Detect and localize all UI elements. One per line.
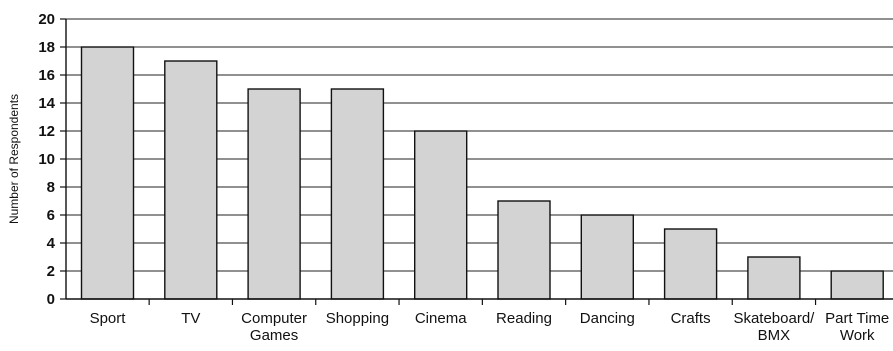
x-tick-label-line: Skateboard/ <box>733 310 815 327</box>
y-tick-label: 6 <box>47 207 55 224</box>
x-tick-label-9: Part Time Work <box>825 310 889 344</box>
y-tick-label: 16 <box>38 67 55 84</box>
x-tick-label-line: Reading <box>496 310 552 327</box>
x-tick-label-0: Sport <box>90 310 127 327</box>
y-tick-label: 0 <box>47 291 55 308</box>
x-tick-label-line: Part Time <box>825 310 889 327</box>
x-tick-label-line: TV <box>181 310 200 327</box>
bar-2 <box>247 88 301 300</box>
y-tick-label: 20 <box>38 11 55 28</box>
y-tick-label: 18 <box>38 39 55 56</box>
x-tick-label-6: Dancing <box>580 310 635 327</box>
x-tick-label-line: Sport <box>90 310 127 327</box>
x-tick-label-2: Computer Games <box>241 310 307 344</box>
x-tick-label-4: Cinema <box>415 310 467 327</box>
y-tick-labels: 0 2 4 6 8 10 12 14 16 18 20 <box>38 11 55 308</box>
bar-5 <box>497 200 551 300</box>
bar-1 <box>164 60 218 300</box>
bar-0 <box>80 46 135 300</box>
x-tick-label-3: Shopping <box>326 310 389 327</box>
x-tick-label-5: Reading <box>496 310 552 327</box>
bar-8 <box>747 256 801 300</box>
y-tick-label: 12 <box>38 123 55 140</box>
bar-3 <box>330 88 385 300</box>
x-tick-label-line: Computer <box>241 310 307 327</box>
x-tick-label-8: Skateboard/BMX <box>733 310 815 344</box>
bar-7 <box>663 228 718 300</box>
y-tick-label: 4 <box>47 235 56 252</box>
x-tick-label-line: Crafts <box>671 310 711 327</box>
y-tick-label: 14 <box>38 95 55 112</box>
x-tick-label-7: Crafts <box>671 310 711 327</box>
bars <box>80 46 884 300</box>
y-tick-label: 8 <box>47 179 55 196</box>
bar-6 <box>580 214 634 300</box>
x-tick-label-line: Games <box>250 327 298 344</box>
bar-9 <box>830 270 884 300</box>
x-tick-labels: Sport TV Computer Games Shopping Cinema Readin… <box>90 310 890 344</box>
x-tick-label-line: Dancing <box>580 310 635 327</box>
y-tick-label: 2 <box>47 263 55 280</box>
y-axis-label: Number of Respondents <box>7 94 21 224</box>
bar-4 <box>414 130 468 300</box>
x-tick-label-line: BMX <box>758 327 791 344</box>
x-tick-label-line: Shopping <box>326 310 389 327</box>
x-tick-label-line: Work <box>840 327 875 344</box>
y-tick-label: 10 <box>38 151 55 168</box>
x-tick-label-line: Cinema <box>415 310 467 327</box>
axes <box>60 18 893 305</box>
x-tick-label-1: TV <box>181 310 200 327</box>
